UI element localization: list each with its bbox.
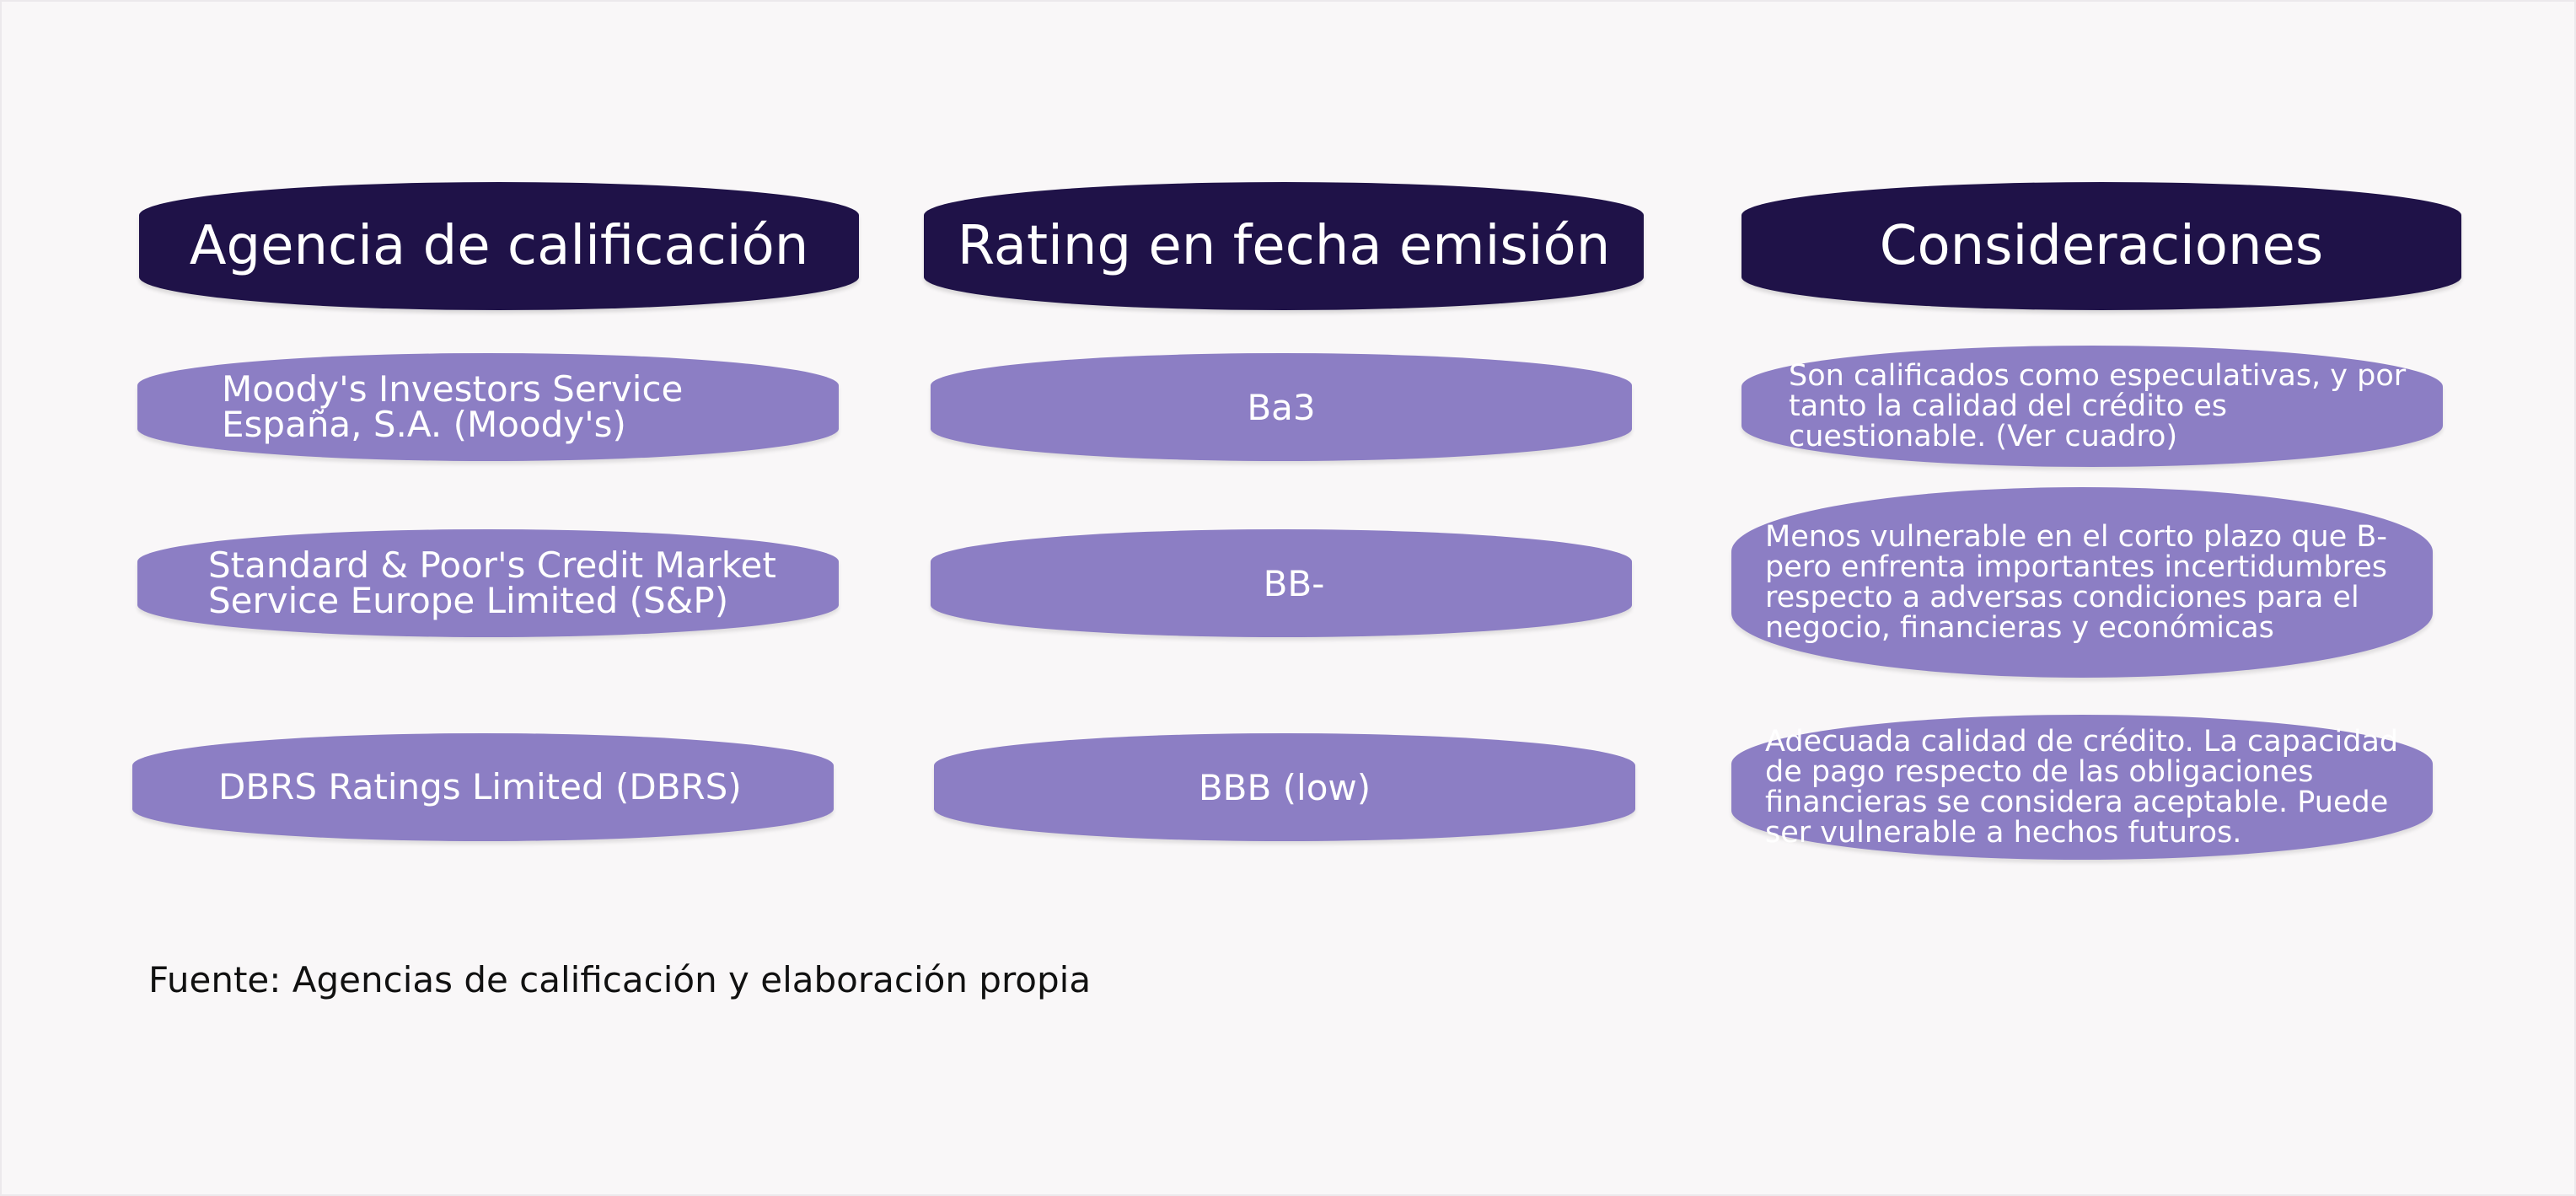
header-agency-label: Agencia de calificación [189, 215, 809, 277]
rating-value: BB- [1263, 562, 1325, 604]
header-notes-label: Consideraciones [1879, 215, 2324, 277]
note-line: Menos vulnerable en el corto plazo que B… [1765, 520, 2387, 554]
agency-cell-dbrs: DBRS Ratings Limited (DBRS) [132, 733, 834, 841]
note-cell-sp: Menos vulnerable en el corto plazo que B… [1731, 487, 2433, 678]
note-cell-moodys: Son calificados como especulativas, y po… [1741, 346, 2443, 467]
header-notes: Consideraciones [1741, 182, 2461, 310]
agency-cell-moodys: Moody's Investors Service España, S.A. (… [137, 353, 839, 461]
header-rating-label: Rating en fecha emisión [957, 215, 1611, 277]
agency-name-line1: DBRS Ratings Limited (DBRS) [218, 766, 742, 807]
note-cell-dbrs: Adecuada calidad de crédito. La capacida… [1731, 715, 2433, 860]
note-line: cuestionable. (Ver cuadro) [1789, 420, 2178, 453]
note-line: tanto la calidad del crédito es [1789, 389, 2228, 423]
note-line: respecto a adversas condiciones para el [1765, 581, 2359, 614]
rating-cell-dbrs: BBB (low) [934, 733, 1635, 841]
note-line: Son calificados como especulativas, y po… [1789, 359, 2407, 393]
agency-name-line2: España, S.A. (Moody's) [222, 404, 626, 445]
source-note: Fuente: Agencias de calificación y elabo… [148, 959, 1092, 1000]
rating-value: BBB (low) [1198, 766, 1371, 808]
note-line: ser vulnerable a hechos futuros. [1765, 816, 2242, 850]
note-line: financieras se considera aceptable. Pued… [1765, 786, 2389, 819]
note-line: Adecuada calidad de crédito. La capacida… [1765, 725, 2399, 759]
rating-cell-sp: BB- [931, 529, 1632, 637]
agency-name-line2: Service Europe Limited (S&P) [208, 580, 729, 621]
rating-cell-moodys: Ba3 [931, 353, 1632, 461]
agency-name-line1: Moody's Investors Service [222, 368, 684, 410]
rating-value: Ba3 [1247, 386, 1316, 428]
note-line: pero enfrenta importantes incertidumbres [1765, 550, 2388, 584]
header-agency: Agencia de calificación [139, 182, 859, 310]
note-line: de pago respecto de las obligaciones [1765, 755, 2314, 789]
agency-cell-sp: Standard & Poor's Credit Market Service … [137, 529, 839, 637]
agency-name-line1: Standard & Poor's Credit Market [208, 544, 776, 586]
note-line: negocio, financieras y económicas [1765, 611, 2274, 645]
header-rating: Rating en fecha emisión [924, 182, 1644, 310]
